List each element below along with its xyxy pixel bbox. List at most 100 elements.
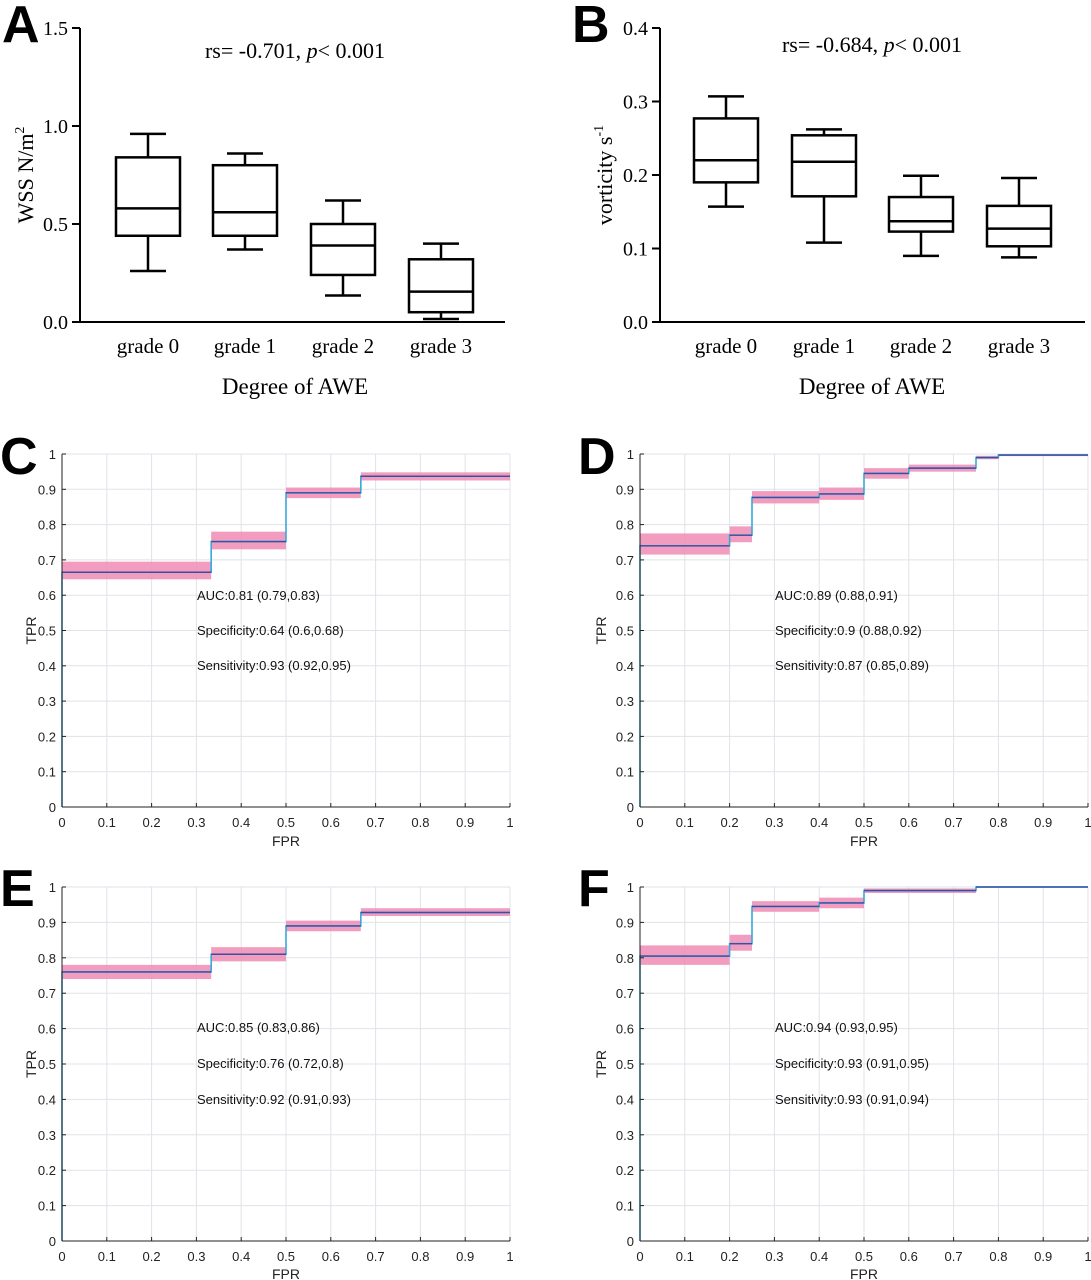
panel-letter: A (2, 0, 40, 54)
x-tick-label: grade 0 (117, 334, 179, 358)
annotation-suffix: < 0.001 (895, 32, 962, 57)
box-grade-0 (114, 132, 182, 273)
x-tick-label: 0.9 (1034, 815, 1052, 830)
y-axis-title-main: WSS N/m (13, 134, 38, 224)
x-tick-label: grade 2 (312, 334, 374, 358)
x-tick-label: grade 1 (214, 334, 276, 358)
y-tick-label: 0.2 (623, 165, 648, 187)
panel-F: F 00 0.1 0.1 0.2 0.2 0.3 0.3 0.4 0.4 0.5 0.5 0.6 0.6 0… (578, 860, 1091, 1280)
y-tick-label: 0.2 (38, 729, 56, 744)
panel-letter: F (578, 860, 610, 918)
annotation-p: p (882, 32, 895, 57)
x-tick-label: 0.4 (810, 815, 828, 830)
x-tick-label: 0.1 (676, 1249, 694, 1264)
confidence-band (640, 945, 730, 965)
x-tick-label: 0.6 (322, 815, 340, 830)
x-tick-label: 0 (636, 1249, 643, 1264)
stat-label: AUC:0.85 (0.83,0.86) (197, 1020, 320, 1035)
y-tick-label: 0.5 (616, 1057, 634, 1072)
confidence-band (62, 561, 212, 580)
roc-curve-steps (62, 911, 510, 973)
y-tick-label: 1 (49, 880, 56, 895)
y-tick-label: 0.9 (616, 915, 634, 930)
x-tick-label: 0.8 (989, 815, 1007, 830)
x-tick-label: 0.5 (855, 815, 873, 830)
x-tick-label: 0.4 (232, 815, 250, 830)
y-tick-label: 0.4 (623, 18, 648, 40)
x-tick-label: 1 (1084, 1249, 1091, 1264)
y-tick-label: 0.5 (38, 1057, 56, 1072)
box-iqr (309, 222, 377, 277)
y-tick-label: 0.2 (38, 1163, 56, 1178)
y-tick-label: 0.3 (38, 694, 56, 709)
y-tick-label: 0.4 (616, 659, 634, 674)
x-tick-label: 0.8 (411, 1249, 429, 1264)
x-tick-label: 0.3 (765, 1249, 783, 1264)
x-tick-label: 0.7 (367, 1249, 385, 1264)
x-tick-label: 0.8 (989, 1249, 1007, 1264)
confidence-band (640, 533, 730, 555)
stat-label: Specificity:0.9 (0.88,0.92) (775, 623, 922, 638)
y-tick-label: 0.4 (38, 1092, 56, 1107)
y-tick-label: 1.0 (43, 116, 68, 138)
y-tick-label: 0.6 (38, 1022, 56, 1037)
y-tick-label: 0.0 (623, 312, 648, 334)
x-tick-label: 0.9 (456, 1249, 474, 1264)
y-axis-title: TPR (593, 617, 609, 645)
box-grade-3 (407, 242, 475, 321)
box-grade-1 (211, 152, 279, 251)
confidence-band (211, 531, 286, 550)
annotation-prefix: rs= -0.684, (782, 32, 884, 57)
x-axis-title: FPR (850, 833, 878, 849)
box-grade-1 (790, 128, 858, 244)
y-tick-label: 0.2 (616, 729, 634, 744)
y-tick-label: 0.5 (43, 214, 68, 236)
x-tick-label: 0.6 (900, 1249, 918, 1264)
y-tick-label: 0.3 (616, 694, 634, 709)
y-tick-label: 0.4 (616, 1092, 634, 1107)
stat-label: Specificity:0.93 (0.91,0.95) (775, 1056, 929, 1071)
y-axis-title-superscript: 2 (13, 127, 28, 134)
y-tick-label: 0.9 (38, 482, 56, 497)
y-axis-title-main: vorticity s (592, 137, 617, 226)
y-tick-label: 0 (627, 800, 634, 815)
box-grade-2 (887, 174, 955, 258)
panel-letter: B (572, 0, 610, 54)
x-tick-label: 0.2 (721, 815, 739, 830)
x-axis-title: FPR (272, 1266, 300, 1280)
annotation-prefix: rs= -0.701, (205, 38, 307, 63)
y-axis-title: WSS N/m2 (13, 127, 38, 224)
y-tick-label: 0.8 (38, 951, 56, 966)
x-tick-label: grade 1 (793, 334, 855, 358)
stat-label: Sensitivity:0.93 (0.92,0.95) (197, 658, 351, 673)
y-tick-label: 1 (49, 447, 56, 462)
y-axis-title: TPR (23, 1050, 39, 1078)
x-tick-label: 0.7 (945, 1249, 963, 1264)
y-tick-label: 0 (49, 1234, 56, 1249)
x-tick-label: 0.4 (232, 1249, 250, 1264)
box-iqr (407, 258, 475, 314)
x-tick-label: 0.3 (187, 815, 205, 830)
x-tick-label: 0.5 (277, 1249, 295, 1264)
box-iqr (790, 134, 858, 198)
annotation-p: p (305, 38, 318, 63)
y-tick-label: 0.0 (43, 312, 68, 334)
panel-E: E 00 0.1 0.1 0.2 0.2 0.3 0.3 0.4 0.4 0.5 0.5 0.6 0.6 0… (0, 860, 514, 1280)
roc-curve-steps (62, 475, 510, 573)
x-tick-label: 0.6 (900, 815, 918, 830)
x-axis-title: FPR (850, 1266, 878, 1280)
stat-label: AUC:0.81 (0.79,0.83) (197, 588, 320, 603)
y-tick-label: 0.6 (616, 1022, 634, 1037)
box-grade-2 (309, 199, 377, 297)
annotation-suffix: < 0.001 (318, 38, 385, 63)
box-grade-0 (692, 95, 760, 208)
x-axis-title: Degree of AWE (799, 374, 945, 399)
x-axis-title: Degree of AWE (222, 374, 368, 399)
y-tick-label: 0.6 (38, 588, 56, 603)
y-tick-label: 0.5 (38, 624, 56, 639)
stat-label: AUC:0.89 (0.88,0.91) (775, 588, 898, 603)
y-tick-label: 0.8 (616, 951, 634, 966)
y-tick-label: 0.8 (38, 518, 56, 533)
y-tick-label: 0.7 (616, 553, 634, 568)
